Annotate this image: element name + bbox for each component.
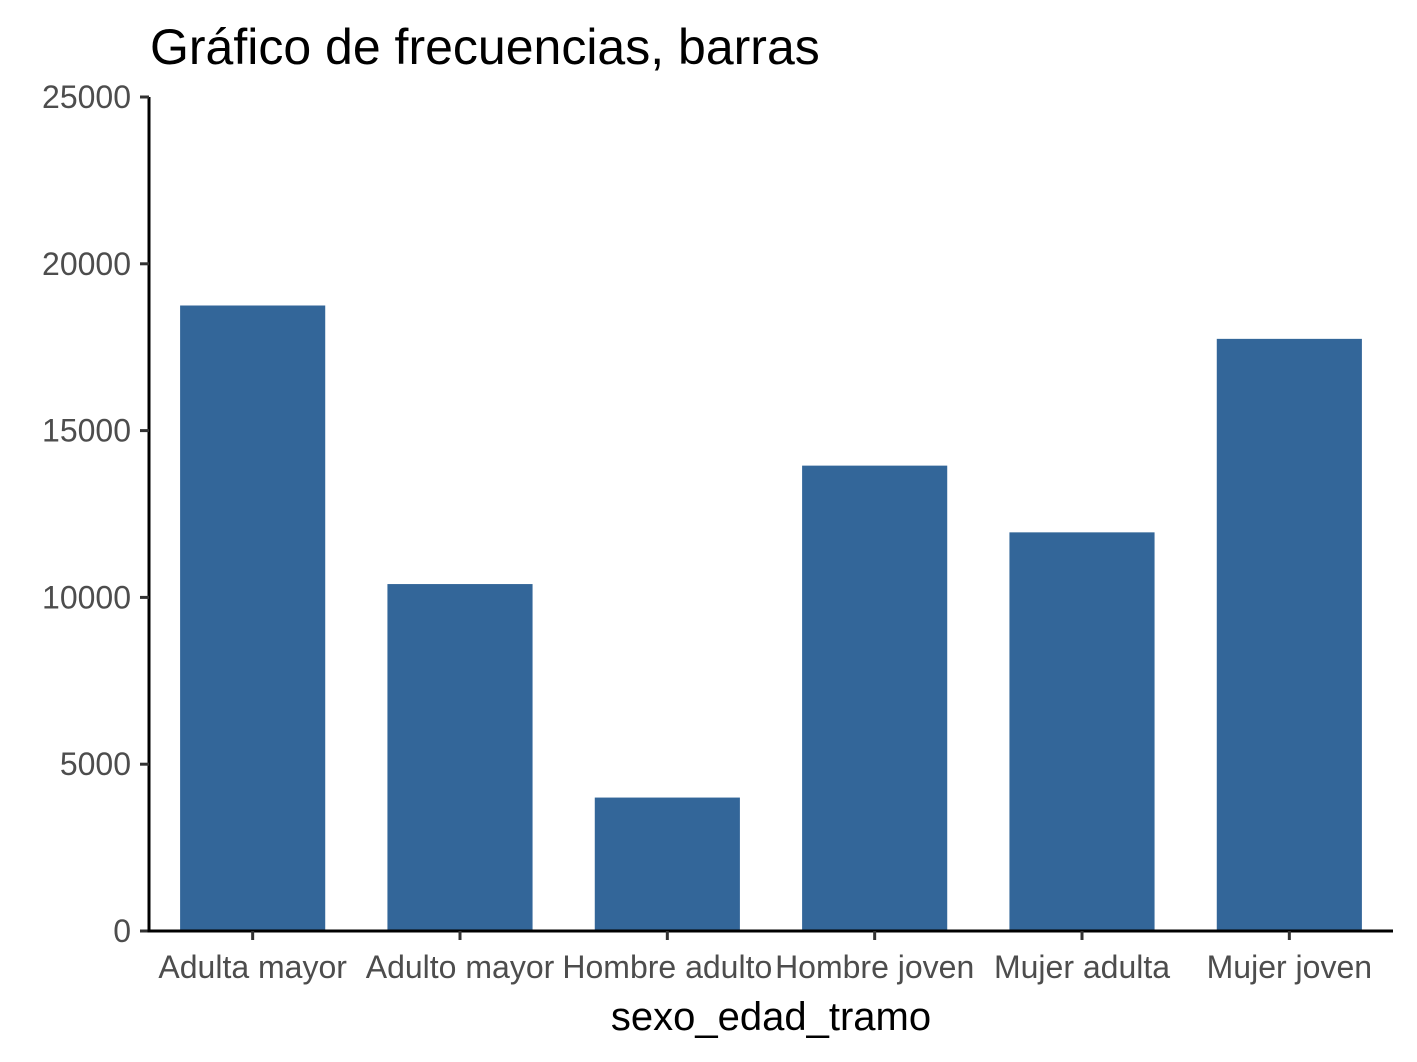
bar-adulta-mayor xyxy=(180,305,326,931)
y-tick-label: 5000 xyxy=(60,746,131,782)
x-tick-label: Adulta mayor xyxy=(158,949,347,985)
y-axis: 0 5000 10000 15000 20000 25000 xyxy=(42,79,151,949)
bar-mujer-adulta xyxy=(1009,532,1155,931)
x-axis-title: sexo_edad_tramo xyxy=(611,995,931,1039)
x-tick-label: Hombre joven xyxy=(775,949,974,985)
bar-hombre-joven xyxy=(802,465,948,931)
bar-mujer-joven xyxy=(1216,338,1362,931)
bar-hombre-adulto xyxy=(594,797,740,931)
bar-adulto-mayor xyxy=(387,584,533,931)
x-tick-label: Hombre adulto xyxy=(562,949,772,985)
y-tick-label: 10000 xyxy=(42,579,131,615)
x-tick-label: Mujer adulta xyxy=(994,949,1170,985)
x-axis: Adulta mayor Adulto mayor Hombre adulto Hom… xyxy=(147,929,1393,985)
y-tick-label: 0 xyxy=(113,913,131,949)
bars-group xyxy=(180,305,1362,931)
x-tick-label: Mujer joven xyxy=(1207,949,1372,985)
x-tick-label: Adulto mayor xyxy=(366,949,555,985)
chart-title: Gráfico de frecuencias, barras xyxy=(150,19,820,75)
y-tick-label: 20000 xyxy=(42,246,131,282)
y-tick-label: 25000 xyxy=(42,79,131,115)
y-tick-label: 15000 xyxy=(42,413,131,449)
